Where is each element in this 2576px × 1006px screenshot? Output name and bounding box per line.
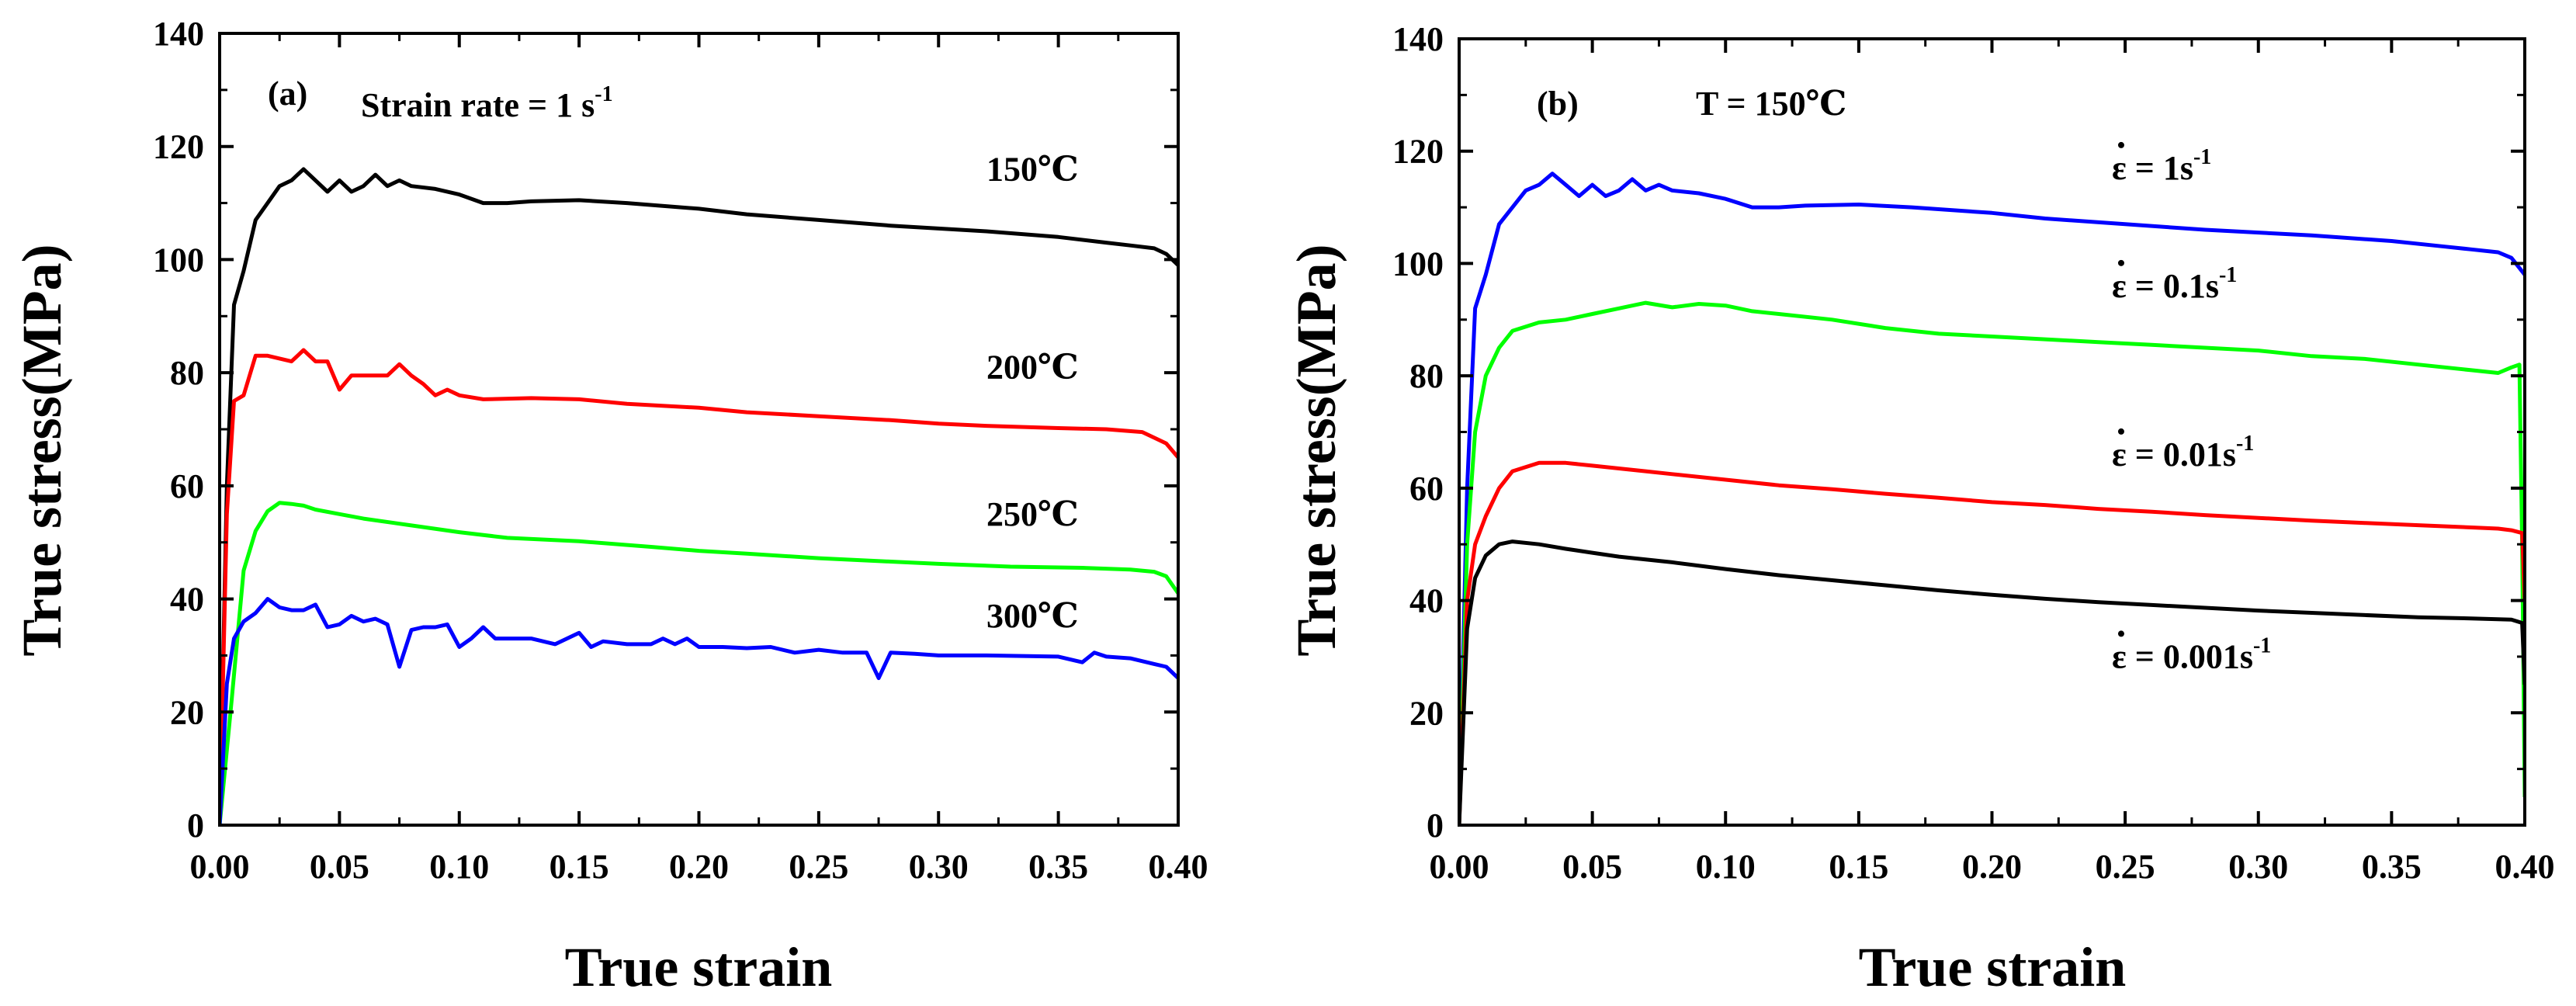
panel-a-series-label-3-main: 250℃ <box>986 495 1079 533</box>
panel-a-x-tick-label: 0.00 <box>190 848 250 886</box>
panel-b-series-label-2: ε = 0.1s-1 <box>2112 263 2237 305</box>
panel-a-tag: (a) <box>268 75 307 113</box>
panel-a-y-tick-label: 140 <box>153 15 204 53</box>
panel-a-y-tick-label: 100 <box>153 241 204 279</box>
panel-a-series-line-2 <box>220 348 1178 825</box>
panel-a-x-tick-label: 0.30 <box>909 848 969 886</box>
panel-b-x-tick-label: 0.10 <box>1696 848 1756 886</box>
panel-b-series-label-4-main: ε = 0.001s <box>2112 637 2253 675</box>
panel-b-x-tick-label: 0.30 <box>2228 848 2288 886</box>
panel-a-annotation-sup: -1 <box>595 82 612 106</box>
panel-b-series-label-1-rate-dot <box>2117 141 2124 148</box>
panel-a-series-label-1: 150℃ <box>986 150 1079 188</box>
panel-a-x-tick-label: 0.15 <box>550 848 609 886</box>
panel-b-series-label-4-rate-dot <box>2117 630 2124 637</box>
panel-a-x-tick-label: 0.10 <box>429 848 489 886</box>
panel-a-x-axis-title: True strain <box>565 936 833 998</box>
panel-a-y-tick-label: 60 <box>170 467 204 505</box>
panel-a-series-label-4-main: 300℃ <box>986 597 1079 635</box>
panel-a-y-tick-label: 80 <box>170 354 204 392</box>
panel-b-series-label-2-rate-dot <box>2117 259 2124 266</box>
panel-a-x-tick-label: 0.35 <box>1028 848 1088 886</box>
panel-a-series-label-1-main: 150℃ <box>986 150 1079 188</box>
panel-b-x-tick-label: 0.40 <box>2495 848 2555 886</box>
panel-b-series-label-3-sup: -1 <box>2236 432 2254 456</box>
panel-a-series-label-3: 250℃ <box>986 495 1079 533</box>
panel-b-y-tick-label: 140 <box>1392 20 1444 58</box>
panel-a-y-tick-label: 0 <box>187 807 204 845</box>
panel-a-y-tick-label: 40 <box>170 581 204 619</box>
panel-b-series-label-1-sup: -1 <box>2193 145 2211 169</box>
panel-b-x-tick-label: 0.25 <box>2096 848 2155 886</box>
panel-b-series-label-3-rate-dot <box>2117 428 2124 435</box>
panel-b-series-label-4: ε = 0.001s-1 <box>2112 633 2271 675</box>
panel-b-x-tick-label: 0.15 <box>1829 848 1888 886</box>
panel-a-y-axis-title: True stress(MPa) <box>11 244 73 656</box>
panel-a-annotation-main: Strain rate = 1 s <box>361 86 595 124</box>
panel-a-annotation: Strain rate = 1 s-1 <box>361 82 613 124</box>
panel-b-annotation: T = 150℃ <box>1696 85 1846 123</box>
panel-b-y-tick-label: 0 <box>1427 807 1444 845</box>
panel-b-y-axis-title: True stress(MPa) <box>1285 244 1347 656</box>
panel-b-x-tick-label: 0.00 <box>1430 848 1489 886</box>
panel-b-series-line-2 <box>1459 300 2525 825</box>
panel-b-series-label-3-main: ε = 0.01s <box>2112 435 2236 474</box>
panel-b-x-tick-label: 0.05 <box>1562 848 1622 886</box>
panel-b-annotation-main: T = 150℃ <box>1696 85 1846 123</box>
panel-a-series-label-2-main: 200℃ <box>986 348 1079 386</box>
panel-b-y-tick-label: 20 <box>1409 694 1444 732</box>
panel-b-series-line-3 <box>1459 460 2525 825</box>
panel-b-series-line-4 <box>1459 539 2525 825</box>
panel-b-series-label-1: ε = 1s-1 <box>2112 145 2211 187</box>
panel-b-x-tick-label: 0.35 <box>2362 848 2422 886</box>
panel-b-x-tick-label: 0.20 <box>1962 848 2022 886</box>
panel-b-y-tick-label: 80 <box>1409 357 1444 395</box>
panel-a-x-tick-label: 0.40 <box>1149 848 1208 886</box>
panel-a-y-tick-label: 120 <box>153 128 204 166</box>
panel-a-x-tick-label: 0.05 <box>310 848 369 886</box>
chart-panel-b: (b) T = 150℃ True strain True stress(MPa… <box>1285 20 2555 998</box>
panel-b-x-axis-title: True strain <box>1859 936 2127 998</box>
panel-a-series-label-4: 300℃ <box>986 597 1079 635</box>
chart-panel-a: (a) Strain rate = 1 s-1 True strain True… <box>11 15 1208 998</box>
panel-b-tag: (b) <box>1537 85 1579 123</box>
panel-a-series-label-2: 200℃ <box>986 348 1079 386</box>
panel-a-series-line-3 <box>220 501 1178 825</box>
panel-b-plot-frame <box>1458 37 2526 827</box>
panel-a-x-tick-label: 0.25 <box>789 848 848 886</box>
panel-b-series-line-1 <box>1459 172 2525 825</box>
panel-b-y-tick-label: 120 <box>1392 133 1444 171</box>
panel-b-y-tick-label: 40 <box>1409 582 1444 620</box>
panel-b-series-label-3: ε = 0.01s-1 <box>2112 432 2254 474</box>
panel-a-series-line-4 <box>220 597 1178 825</box>
panel-b-series-label-1-main: ε = 1s <box>2112 149 2193 187</box>
panel-b-y-tick-label: 100 <box>1392 245 1444 283</box>
panel-a-x-tick-label: 0.20 <box>669 848 729 886</box>
panel-a-series-line-1 <box>220 167 1178 825</box>
panel-a-y-tick-label: 20 <box>170 693 204 731</box>
panel-b-y-tick-label: 60 <box>1409 470 1444 508</box>
panel-b-series-label-2-sup: -1 <box>2219 263 2237 287</box>
panel-b-series-label-4-sup: -1 <box>2253 633 2271 657</box>
panel-b-series-label-2-main: ε = 0.1s <box>2112 267 2219 305</box>
